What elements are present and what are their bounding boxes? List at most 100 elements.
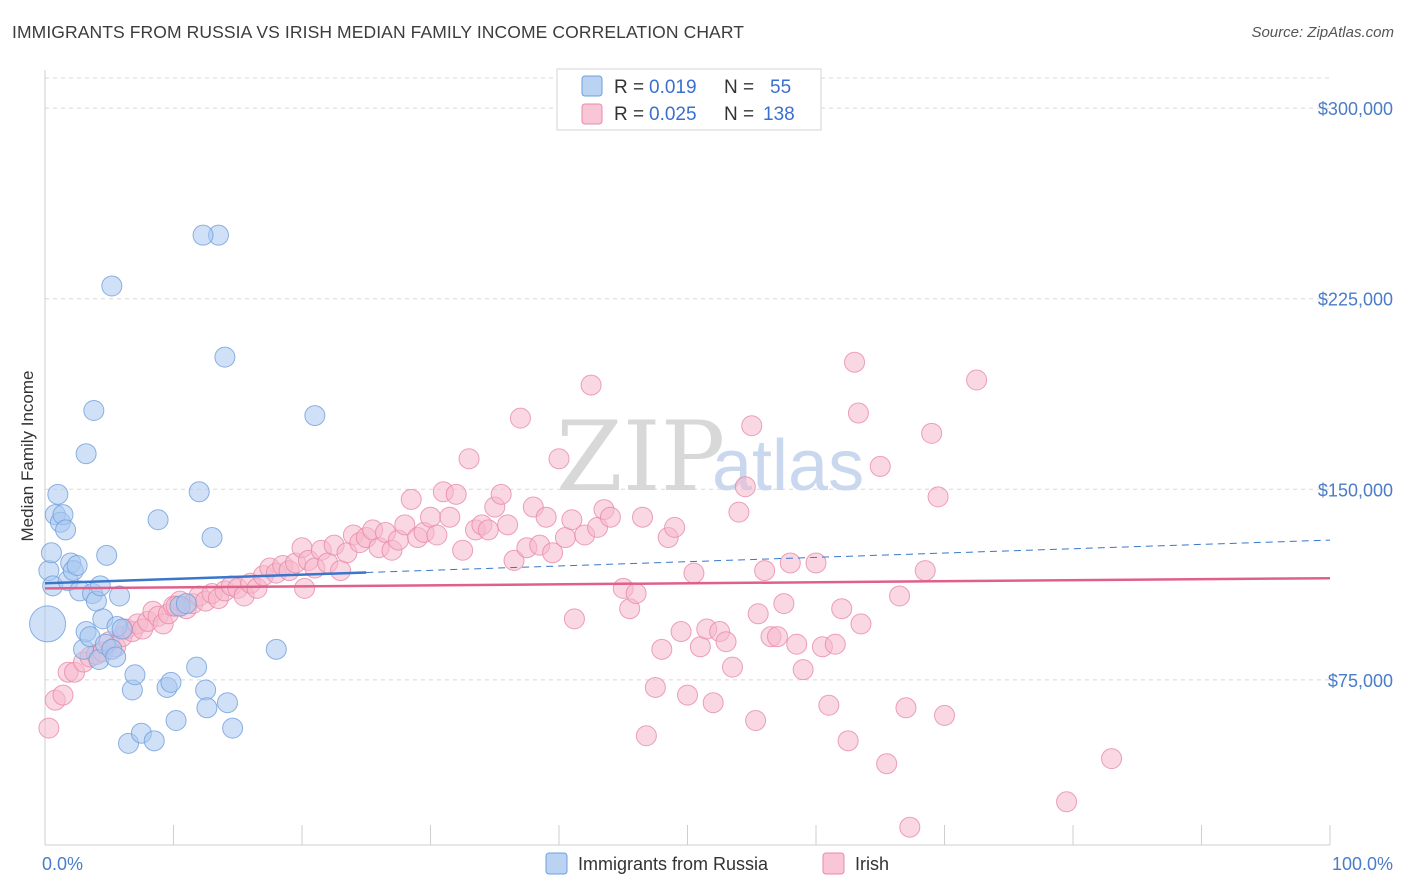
data-point-irish	[439, 506, 461, 528]
chart-title: IMMIGRANTS FROM RUSSIA VS IRISH MEDIAN F…	[12, 22, 745, 42]
watermark: ZIP atlas	[556, 401, 864, 513]
data-point-irish	[895, 697, 917, 719]
data-point-irish	[52, 684, 74, 706]
data-point-russia	[47, 483, 69, 505]
y-tick-label: $225,000	[1318, 290, 1393, 310]
chart-source: Source: ZipAtlas.com	[1251, 24, 1394, 41]
data-point-russia	[196, 697, 218, 719]
data-point-russia	[96, 544, 118, 566]
data-point-russia	[124, 664, 146, 686]
data-point-irish	[554, 527, 576, 549]
legend-n-label-russia: N =	[724, 77, 754, 98]
data-point-irish	[651, 638, 673, 660]
data-point-irish	[294, 577, 316, 599]
data-point-irish	[683, 562, 705, 584]
trend-line-russia-solid	[44, 571, 367, 585]
data-point-irish	[400, 488, 422, 510]
data-point-irish	[38, 717, 60, 739]
data-point-irish	[779, 552, 801, 574]
data-point-irish	[844, 351, 866, 373]
data-point-irish	[818, 694, 840, 716]
data-point-irish	[850, 613, 872, 635]
legend-swatch-irish	[581, 103, 603, 125]
y-axis-label: Median Family Income	[18, 370, 37, 541]
data-point-irish	[394, 514, 416, 536]
data-point-irish	[889, 585, 911, 607]
data-point-russia	[105, 646, 127, 668]
data-point-irish	[747, 603, 769, 625]
data-point-irish	[426, 524, 448, 546]
points-layer	[29, 224, 1123, 838]
data-point-irish	[635, 725, 657, 747]
data-point-russia	[265, 638, 287, 660]
data-point-irish	[644, 676, 666, 698]
data-point-irish	[773, 593, 795, 615]
legend-n-label-irish: N =	[724, 104, 754, 125]
data-point-russia	[165, 709, 187, 731]
data-point-russia	[214, 346, 236, 368]
data-point-irish	[330, 560, 352, 582]
data-point-irish	[786, 633, 808, 655]
data-point-russia	[216, 692, 238, 714]
bottom-legend-label-irish: Irish	[855, 854, 889, 874]
data-point-irish	[921, 422, 943, 444]
data-point-russia	[40, 542, 62, 564]
trend-line-russia-dashed	[366, 539, 1331, 573]
trend-line-irish	[44, 576, 1331, 590]
data-point-irish	[477, 519, 499, 541]
data-point-russia	[160, 671, 182, 693]
data-point-russia	[101, 275, 123, 297]
y-tick-label: $300,000	[1318, 99, 1393, 119]
data-point-irish	[548, 448, 570, 470]
data-point-irish	[563, 608, 585, 630]
data-point-irish	[625, 582, 647, 604]
data-point-irish	[728, 501, 750, 523]
data-point-irish	[715, 631, 737, 653]
data-point-irish	[580, 374, 602, 396]
data-point-irish	[509, 407, 531, 429]
bottom-legend: Immigrants from Russia Irish	[545, 852, 889, 875]
watermark-atlas: atlas	[712, 426, 864, 506]
bottom-legend-label-russia: Immigrants from Russia	[578, 854, 769, 874]
legend-r-value-russia: 0.019	[649, 77, 697, 98]
bottom-legend-swatch-russia	[545, 852, 568, 875]
data-point-irish	[899, 816, 921, 838]
data-point-russia	[222, 717, 244, 739]
legend-r-value-irish: 0.025	[649, 104, 697, 125]
y-tick-label: $75,000	[1328, 671, 1393, 691]
data-point-irish	[420, 506, 441, 528]
data-point-irish	[869, 455, 891, 477]
data-point-russia	[147, 509, 169, 531]
data-point-irish	[458, 448, 480, 470]
data-point-irish	[490, 483, 512, 505]
data-point-irish	[847, 402, 869, 424]
legend-n-value-irish: 138	[763, 104, 795, 125]
data-point-irish	[721, 656, 743, 678]
axis-layer: $75,000 $150,000 $225,000 $300,000 0.0% 100.0…	[42, 70, 1393, 874]
data-point-russia	[143, 730, 165, 752]
data-point-russia	[109, 585, 131, 607]
data-point-irish	[1101, 748, 1123, 770]
data-point-irish	[1056, 791, 1078, 813]
data-point-russia	[304, 405, 326, 427]
data-point-russia	[192, 224, 214, 246]
data-point-irish	[670, 621, 692, 643]
data-point-irish	[542, 542, 564, 564]
legend-r-label-russia: R =	[614, 77, 644, 98]
bottom-legend-swatch-irish	[822, 852, 845, 875]
x-tick-label: 100.0%	[1332, 854, 1393, 874]
data-point-russia	[83, 399, 105, 421]
legend-r-label-irish: R =	[614, 104, 644, 125]
data-point-russia	[55, 519, 77, 541]
data-point-irish	[927, 486, 949, 508]
data-point-irish	[535, 506, 557, 528]
data-point-irish	[805, 552, 827, 574]
data-point-irish	[677, 684, 698, 706]
data-point-russia	[75, 443, 97, 465]
data-point-irish	[561, 509, 583, 531]
legend: R = 0.019 N = 55 R = 0.025 N = 138	[556, 68, 822, 131]
data-point-irish	[745, 709, 767, 731]
data-point-irish	[702, 692, 724, 714]
data-point-russia	[29, 605, 67, 643]
data-point-irish	[766, 626, 788, 648]
